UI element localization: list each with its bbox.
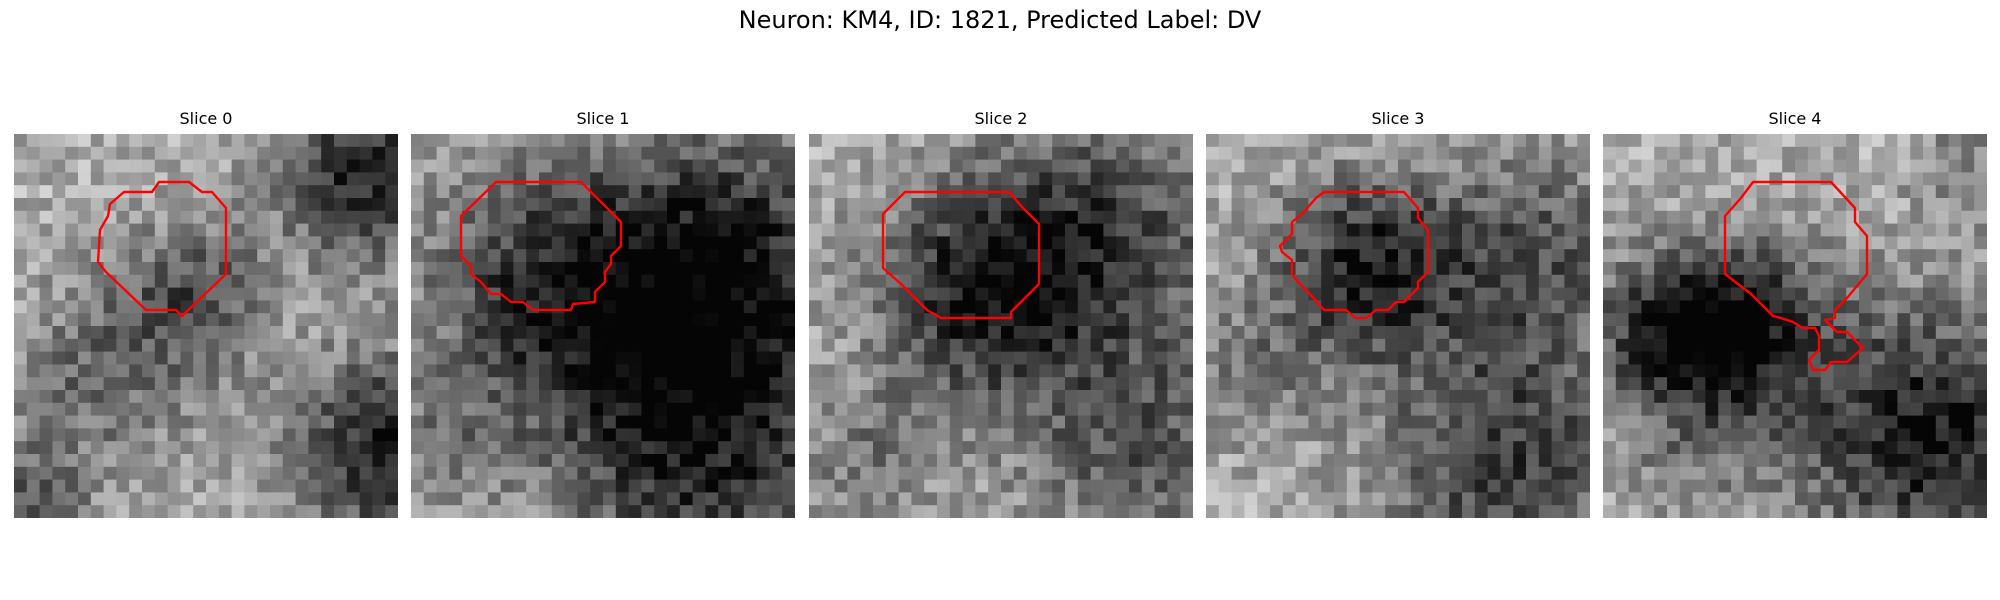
slice-panel-0: Slice 0 (14, 108, 398, 518)
slice-panel-1: Slice 1 (411, 108, 795, 518)
slice-title-3: Slice 3 (1371, 109, 1425, 128)
slice-panel-2: Slice 2 (809, 108, 1193, 518)
slice-image-0 (14, 134, 398, 518)
grayscale-pixels (1603, 134, 1987, 518)
slice-title-2: Slice 2 (974, 109, 1028, 128)
figure-title: Neuron: KM4, ID: 1821, Predicted Label: … (738, 6, 1262, 34)
slice-title-1: Slice 1 (576, 109, 630, 128)
slice-image-1 (411, 134, 795, 518)
slice-panel-4: Slice 4 (1603, 108, 1987, 518)
slice-image-svg (14, 134, 398, 518)
slice-title-0: Slice 0 (179, 109, 233, 128)
roi-contour (459, 180, 623, 312)
roi-contour (96, 180, 228, 318)
roi-contour (881, 190, 1041, 320)
roi-contour (1278, 190, 1430, 320)
slice-image-svg (809, 134, 1193, 518)
slice-image-4 (1603, 134, 1987, 518)
slice-image-svg (411, 134, 795, 518)
slice-image-2 (809, 134, 1193, 518)
slice-image-svg (1603, 134, 1987, 518)
grayscale-pixels (14, 134, 398, 518)
slice-title-4: Slice 4 (1768, 109, 1822, 128)
slice-panel-3: Slice 3 (1206, 108, 1590, 518)
roi-contour (1723, 180, 1869, 372)
grayscale-pixels (411, 134, 795, 518)
slice-image-3 (1206, 134, 1590, 518)
slice-image-svg (1206, 134, 1590, 518)
